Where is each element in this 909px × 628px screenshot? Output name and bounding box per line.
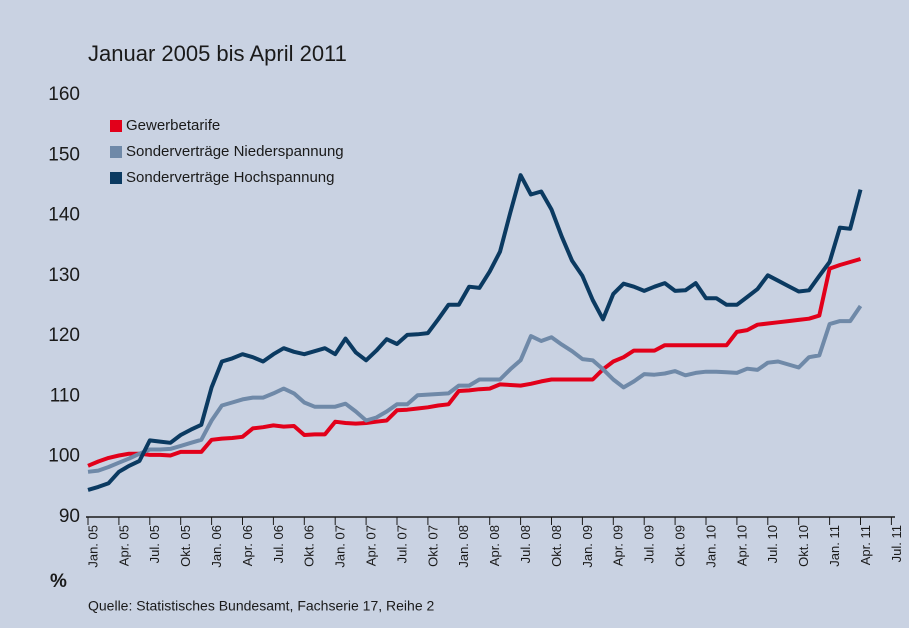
y-tick-label: 120	[48, 325, 80, 346]
y-tick-label: 100	[48, 446, 80, 467]
legend-swatch	[110, 146, 122, 158]
x-tick-label: Apr. 07	[364, 525, 379, 566]
x-tick-label: Jan. 06	[209, 525, 224, 568]
series-line	[87, 257, 862, 468]
y-tick-label: 90	[59, 506, 80, 527]
y-tick-label: 130	[48, 265, 80, 286]
legend-label: Sonderverträge Hochspannung	[126, 169, 334, 186]
series-line	[87, 173, 863, 492]
y-axis-label: %	[50, 571, 67, 592]
x-tick-label: Jan. 05	[85, 525, 100, 568]
x-tick-label: Jan. 10	[703, 525, 718, 568]
y-tick-label: 110	[50, 385, 80, 406]
x-tick-label: Apr. 11	[858, 525, 873, 565]
x-tick-label: Apr. 09	[611, 525, 626, 566]
y-tick-label: 160	[48, 84, 80, 105]
legend-label: Sonderverträge Niederspannung	[126, 143, 344, 160]
x-tick-label: Jul. 07	[394, 525, 409, 563]
x-tick-label: Jan. 09	[580, 525, 595, 568]
x-tick-label: Apr. 06	[240, 525, 255, 566]
x-tick-label: Jan. 07	[333, 525, 348, 568]
x-tick-label: Okt. 05	[178, 525, 193, 567]
legend-swatch	[110, 120, 122, 132]
chart-title: Januar 2005 bis April 2011	[88, 41, 347, 66]
source: Quelle: Statistisches Bundesamt, Fachser…	[88, 598, 435, 614]
x-tick-label: Jul. 10	[765, 525, 780, 563]
series-line	[87, 304, 863, 474]
x-tick-label: Jul. 09	[642, 525, 657, 563]
x-tick-label: Okt. 06	[302, 525, 317, 567]
x-tick-label: Apr. 10	[734, 525, 749, 566]
x-tick-label: Jul. 11	[889, 525, 904, 562]
legend-swatch	[110, 172, 122, 184]
x-tick-label: Okt. 08	[549, 525, 564, 567]
x-tick-label: Okt. 07	[425, 525, 440, 567]
x-tick-label: Okt. 09	[673, 525, 688, 567]
y-tick-label: 140	[48, 205, 80, 226]
x-tick-label: Apr. 05	[116, 525, 131, 566]
legend-label: Gewerbetarife	[126, 117, 220, 134]
x-tick-label: Jul. 05	[147, 525, 162, 563]
x-tick-label: Okt. 10	[796, 525, 811, 567]
x-tick-label: Apr. 08	[487, 525, 502, 566]
x-tick-label: Jul. 08	[518, 525, 533, 563]
y-tick-label: 150	[48, 144, 80, 165]
x-tick-label: Jul. 06	[271, 525, 286, 563]
x-tick-label: Jan. 11	[827, 525, 842, 567]
x-tick-label: Jan. 08	[456, 525, 471, 568]
